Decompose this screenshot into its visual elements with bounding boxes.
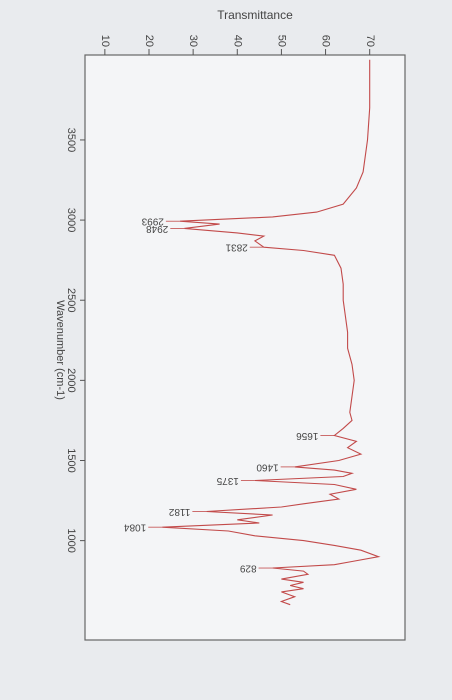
x-axis-label: Wavenumber (cm-1) xyxy=(54,300,66,400)
x-tick-label: 3000 xyxy=(65,208,77,232)
chart-title: Transmittance xyxy=(217,8,293,22)
peak-label: 1084 xyxy=(124,522,147,533)
x-tick-label: 3500 xyxy=(65,128,77,152)
x-tick-label: 2000 xyxy=(65,368,77,392)
y-tick-label: 60 xyxy=(320,35,332,47)
y-tick-label: 20 xyxy=(143,35,155,47)
y-tick-label: 10 xyxy=(99,35,111,47)
peak-label: 2831 xyxy=(225,242,248,253)
peak-label: 1182 xyxy=(168,506,190,517)
x-tick-label: 2500 xyxy=(65,288,77,312)
peak-label: 1375 xyxy=(216,475,239,486)
y-tick-label: 70 xyxy=(364,35,376,47)
y-tick-label: 50 xyxy=(276,35,288,47)
peak-label: 829 xyxy=(239,562,256,573)
y-tick-label: 30 xyxy=(187,35,199,47)
x-tick-label: 1000 xyxy=(65,528,77,552)
peak-label: 2948 xyxy=(146,223,169,234)
spectrum-line xyxy=(162,59,381,606)
peak-label: 1460 xyxy=(256,461,279,472)
y-tick-label: 40 xyxy=(231,35,243,47)
peak-label: 2993 xyxy=(141,216,164,227)
peak-label: 1656 xyxy=(296,430,319,441)
plot-frame xyxy=(84,54,406,641)
x-tick-label: 1500 xyxy=(65,448,77,472)
